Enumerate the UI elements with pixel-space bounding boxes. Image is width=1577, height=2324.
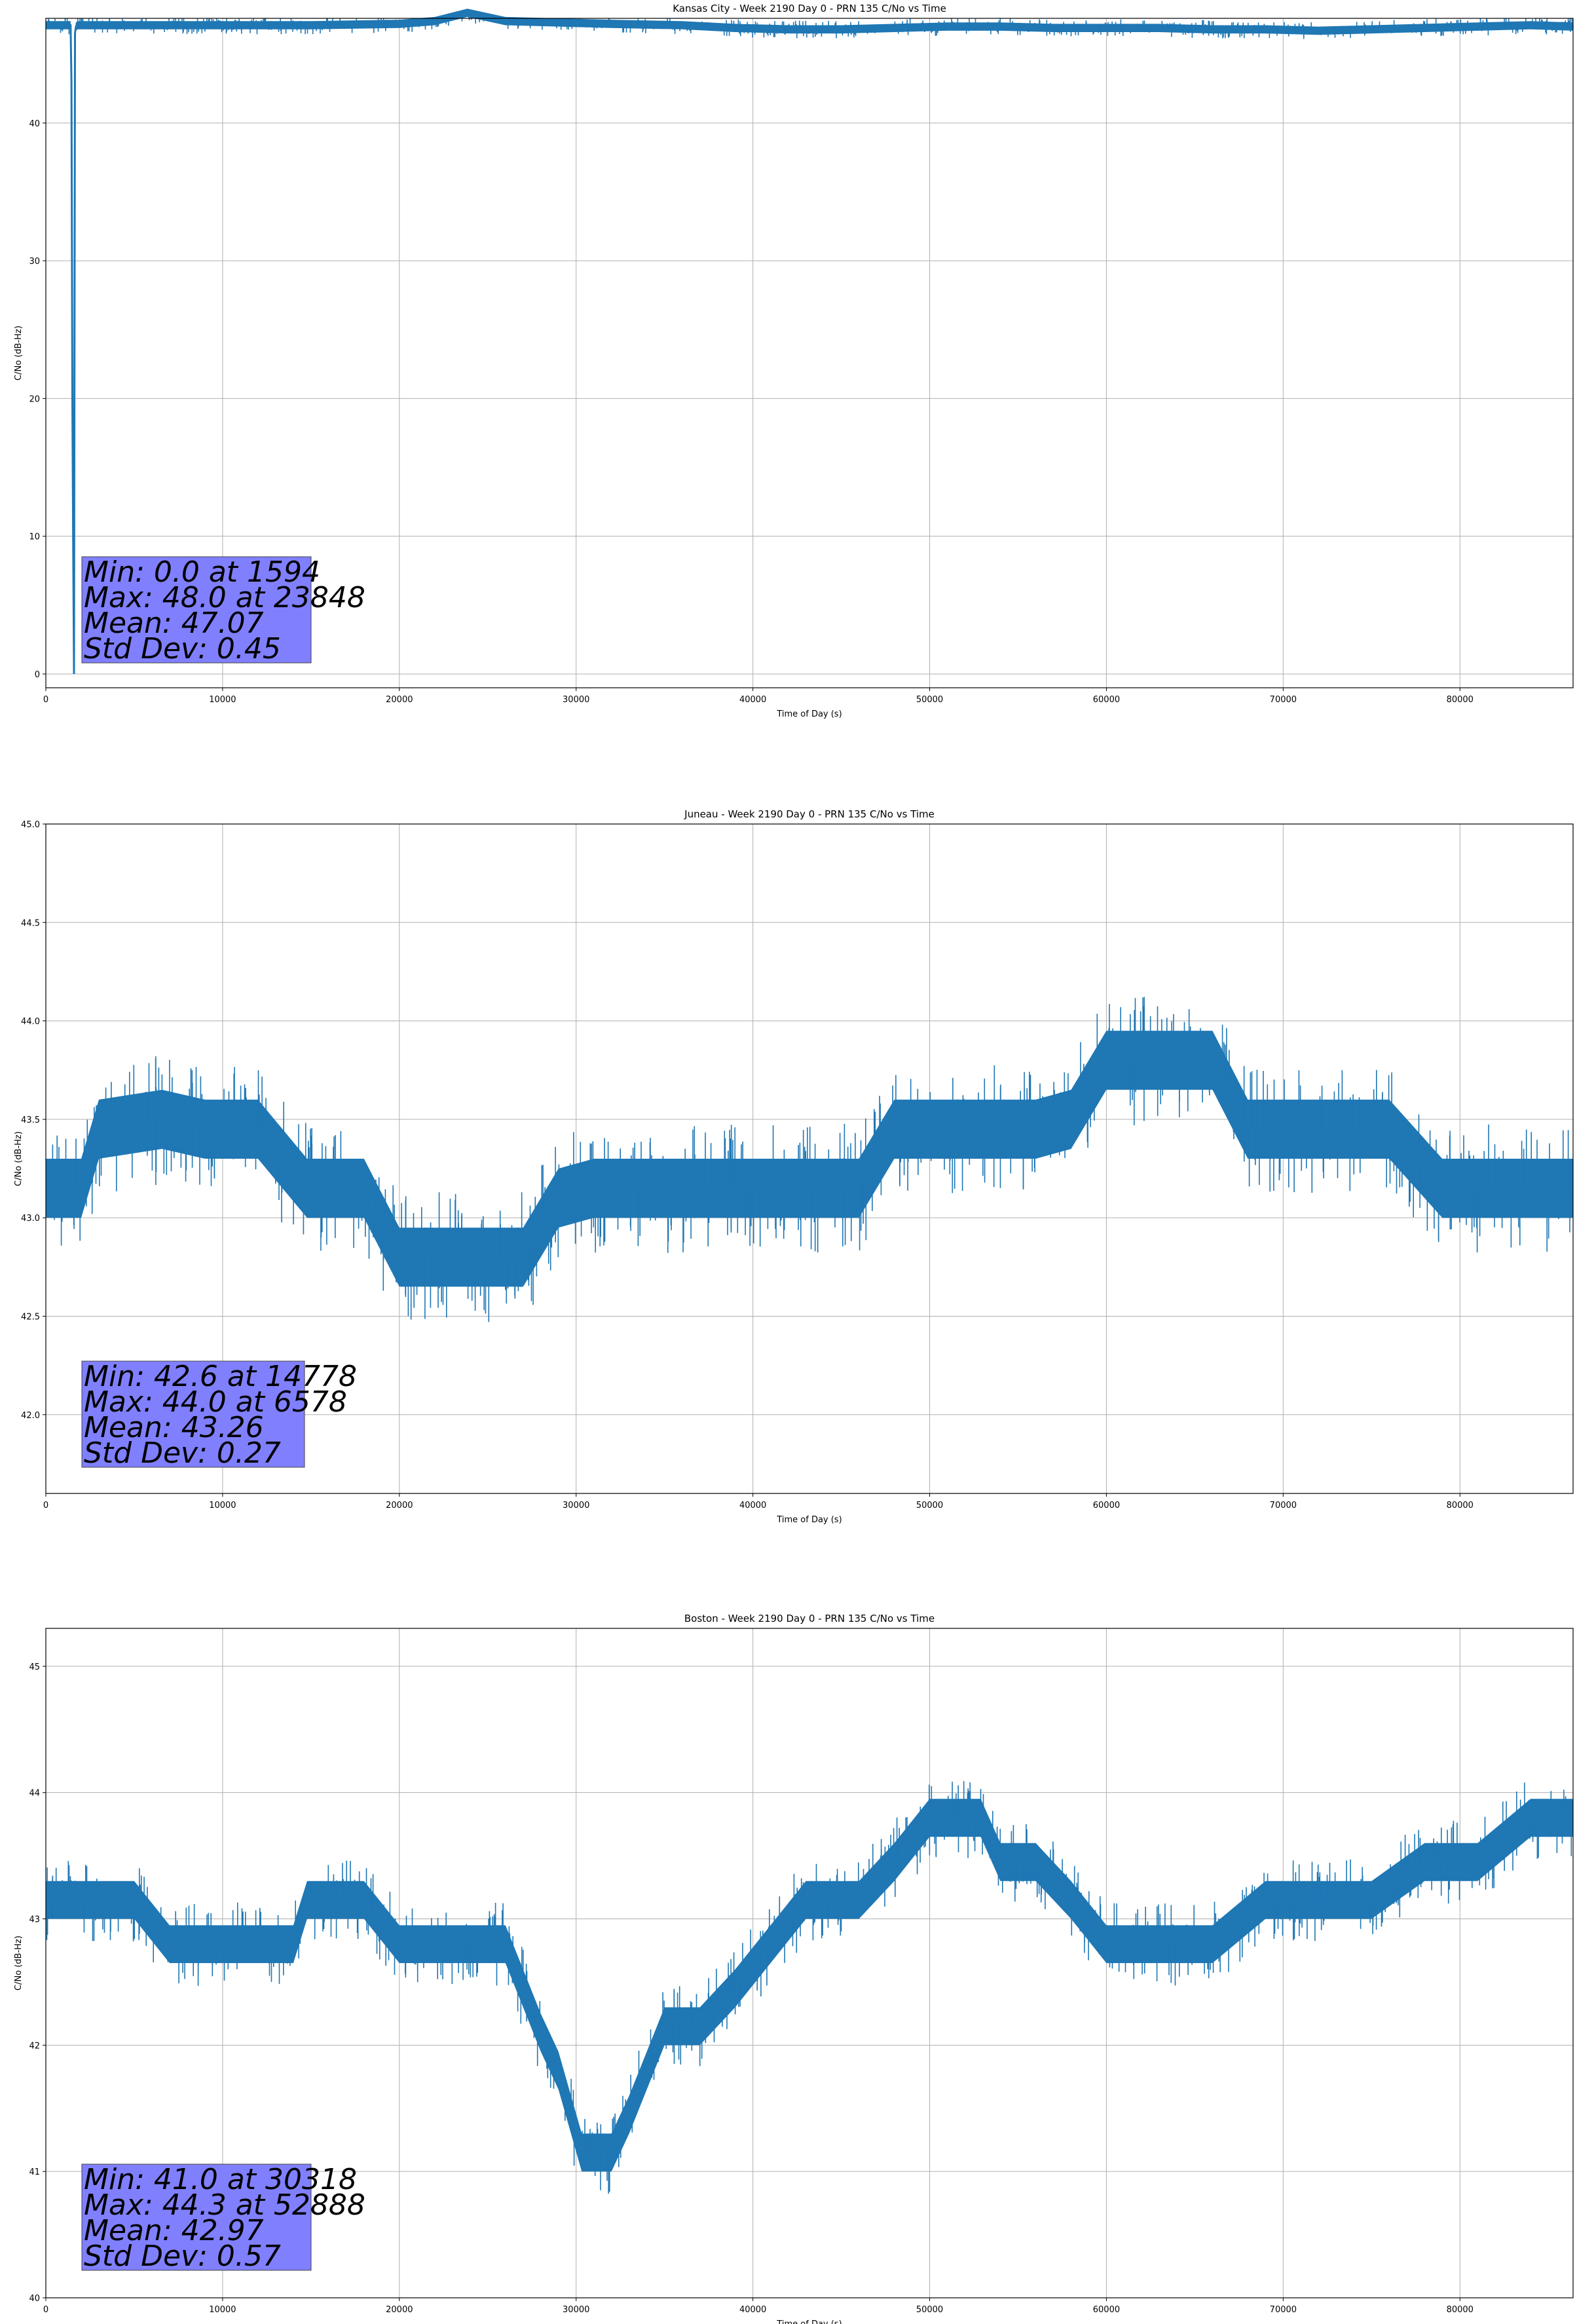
x-tick-label: 70000 [1270, 2305, 1297, 2315]
y-tick-label: 43 [29, 1915, 40, 1925]
y-tick-label: 0 [35, 670, 40, 680]
plot-frame [45, 823, 1574, 1494]
stats-line: Std Dev: 0.27 [84, 1436, 281, 1470]
x-tick-label: 40000 [739, 2305, 766, 2315]
x-tick-label: 50000 [916, 2305, 943, 2315]
stats-line: Std Dev: 0.45 [84, 632, 281, 665]
x-tick-label: 70000 [1270, 1501, 1297, 1510]
plot-frame [45, 1628, 1574, 2298]
stats-line: Mean: 42.97 [84, 2214, 264, 2247]
chart-title: Juneau - Week 2190 Day 0 - PRN 135 C/No … [684, 808, 935, 820]
series-line [46, 1816, 1573, 2154]
stats-box [81, 2164, 312, 2271]
x-tick-label: 0 [43, 2305, 48, 2315]
y-axis-label: C/No (dB-Hz) [14, 1131, 24, 1186]
chart-panel: 0 10000 20000 30000 40000 50000 60000 70000 8000… [14, 3, 1574, 719]
x-tick-label: 20000 [386, 1501, 413, 1510]
y-tick-label: 41 [29, 2167, 40, 2177]
stats-line: Max: 44.0 at 6578 [84, 1385, 347, 1419]
y-axis-label: C/No (dB-Hz) [14, 326, 24, 381]
x-tick-label: 10000 [209, 695, 236, 705]
data-series [46, 9, 1574, 679]
y-tick-label: 44.0 [21, 1017, 40, 1027]
x-tick-label: 30000 [563, 2305, 589, 2315]
y-tick-label: 30 [29, 257, 40, 267]
stats-line: Mean: 47.07 [84, 607, 264, 640]
stats-line: Mean: 43.26 [84, 1411, 264, 1444]
x-tick-label: 10000 [209, 1501, 236, 1510]
x-tick-label: 30000 [563, 1501, 589, 1510]
series-noise [46, 1781, 1572, 2194]
y-axis-label: C/No (dB-Hz) [14, 1936, 24, 1991]
x-tick-label: 0 [43, 1501, 48, 1510]
x-tick-label: 80000 [1447, 1501, 1474, 1510]
x-tick-label: 50000 [916, 1501, 943, 1510]
x-tick-label: 30000 [563, 695, 589, 705]
y-tick-label: 40 [29, 119, 40, 129]
stats-line: Min: 0.0 at 1594 [84, 555, 320, 589]
y-tick-label: 42.5 [21, 1312, 40, 1322]
x-tick-label: 40000 [739, 695, 766, 705]
x-tick-label: 60000 [1093, 695, 1120, 705]
y-tick-label: 44.5 [21, 918, 40, 928]
stats-line: Max: 48.0 at 23848 [84, 581, 365, 614]
chart-title: Boston - Week 2190 Day 0 - PRN 135 C/No … [684, 1613, 935, 1624]
x-tick-label: 20000 [386, 2305, 413, 2315]
y-tick-label: 20 [29, 394, 40, 404]
y-tick-label: 44 [29, 1789, 40, 1799]
stats-line: Std Dev: 0.57 [84, 2240, 281, 2273]
stats-line: Min: 42.6 at 14778 [84, 1360, 357, 1393]
stats-box [81, 1360, 305, 1468]
y-tick-label: 45 [29, 1662, 40, 1672]
x-tick-label: 40000 [739, 1501, 766, 1510]
stats-box [81, 556, 312, 664]
stats-line: Min: 41.0 at 30318 [84, 2163, 357, 2196]
y-tick-label: 42.0 [21, 1411, 40, 1421]
series-noise [52, 996, 1570, 1322]
x-axis-label: Time of Day (s) [776, 709, 842, 719]
data-series [46, 996, 1573, 1322]
x-tick-label: 80000 [1447, 2305, 1474, 2315]
chart-title: Kansas City - Week 2190 Day 0 - PRN 135 … [673, 3, 946, 14]
y-tick-label: 45.0 [21, 820, 40, 830]
x-tick-label: 60000 [1093, 1501, 1120, 1510]
x-axis-label: Time of Day (s) [776, 1515, 842, 1525]
y-tick-label: 40 [29, 2294, 40, 2304]
plot-frame [45, 18, 1574, 688]
data-series [46, 1781, 1573, 2194]
x-tick-label: 10000 [209, 2305, 236, 2315]
chart-panel: 0 10000 20000 30000 40000 50000 60000 70000 8000… [14, 808, 1574, 1525]
y-tick-label: 43.0 [21, 1214, 40, 1224]
x-tick-label: 0 [43, 695, 48, 705]
y-tick-label: 10 [29, 533, 40, 542]
x-tick-label: 70000 [1270, 695, 1297, 705]
stats-line: Max: 44.3 at 52888 [84, 2188, 365, 2222]
x-tick-label: 80000 [1447, 695, 1474, 705]
series-band [46, 1799, 1573, 2172]
x-tick-label: 50000 [916, 695, 943, 705]
y-tick-label: 43.5 [21, 1115, 40, 1125]
y-tick-label: 42 [29, 2041, 40, 2051]
x-axis-label: Time of Day (s) [776, 2319, 842, 2324]
series-noise [48, 13, 1573, 478]
chart-panel: 0 10000 20000 30000 40000 50000 60000 70000 8000… [14, 1613, 1574, 2324]
x-tick-label: 60000 [1093, 2305, 1120, 2315]
x-tick-label: 20000 [386, 695, 413, 705]
